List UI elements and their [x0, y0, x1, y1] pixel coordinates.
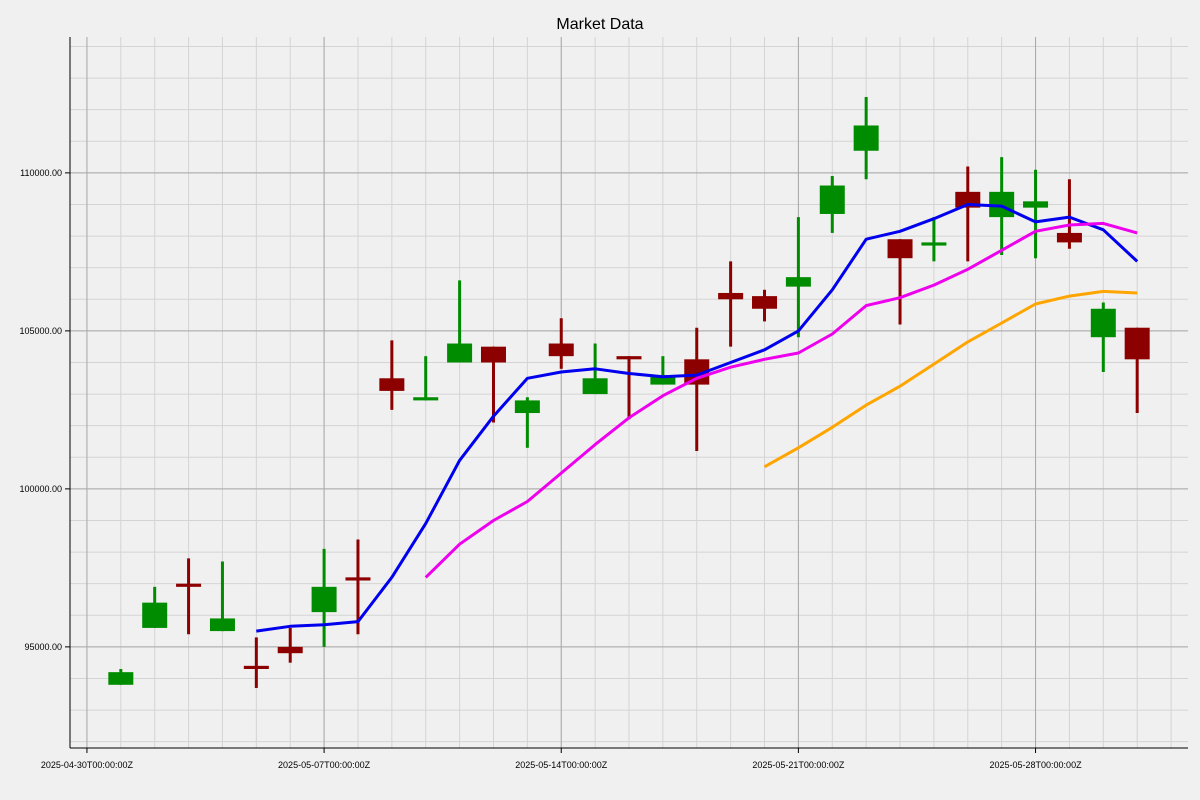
- x-tick-label: 2025-05-21T00:00:00Z: [752, 760, 845, 770]
- candle-body: [311, 586, 337, 613]
- candle-body: [785, 277, 811, 287]
- y-tick-label: 100000.00: [19, 484, 62, 494]
- x-tick-label: 2025-05-07T00:00:00Z: [278, 760, 371, 770]
- candle-body: [752, 296, 778, 309]
- series-line: [256, 203, 1139, 633]
- candle-body: [176, 583, 202, 587]
- candle-body: [718, 292, 744, 300]
- x-tick-label: 2025-05-14T00:00:00Z: [515, 760, 608, 770]
- candle-body: [345, 577, 371, 581]
- axes: [65, 37, 1188, 753]
- tick-labels: 2025-04-30T00:00:00Z 2025-05-07T00:00:00Z…: [19, 168, 1082, 770]
- candle-body: [142, 602, 168, 628]
- candle-body: [616, 356, 642, 360]
- candle-body: [243, 665, 269, 669]
- candle-body: [887, 239, 913, 259]
- candle-body: [548, 343, 574, 357]
- y-tick-label: 105000.00: [19, 326, 62, 336]
- series-line: [763, 289, 1138, 469]
- candle-body: [1056, 232, 1082, 243]
- x-tick-label: 2025-05-28T00:00:00Z: [990, 760, 1083, 770]
- candle-body: [1090, 308, 1116, 338]
- y-tick-label: 95000.00: [24, 642, 62, 652]
- candle-body: [819, 185, 845, 214]
- x-tick-label: 2025-04-30T00:00:00Z: [41, 760, 134, 770]
- candles: [108, 97, 1150, 688]
- candle-body: [650, 375, 676, 385]
- candle-body: [1023, 201, 1049, 208]
- moving-averages: [256, 203, 1139, 633]
- candle-body: [379, 378, 405, 391]
- y-tick-label: 110000.00: [20, 168, 62, 178]
- series-line: [424, 221, 1138, 579]
- candle-body: [1124, 327, 1150, 360]
- candle-body: [108, 672, 134, 685]
- chart-title: Market Data: [556, 16, 643, 33]
- candle-body: [853, 125, 879, 151]
- candle-body: [582, 378, 608, 395]
- candle-body: [447, 343, 473, 363]
- candle-body: [277, 646, 303, 654]
- candle-body: [514, 400, 540, 414]
- candle-body: [209, 618, 235, 632]
- candle-body: [480, 346, 506, 363]
- candle-body: [413, 397, 439, 401]
- candle-body: [921, 242, 947, 246]
